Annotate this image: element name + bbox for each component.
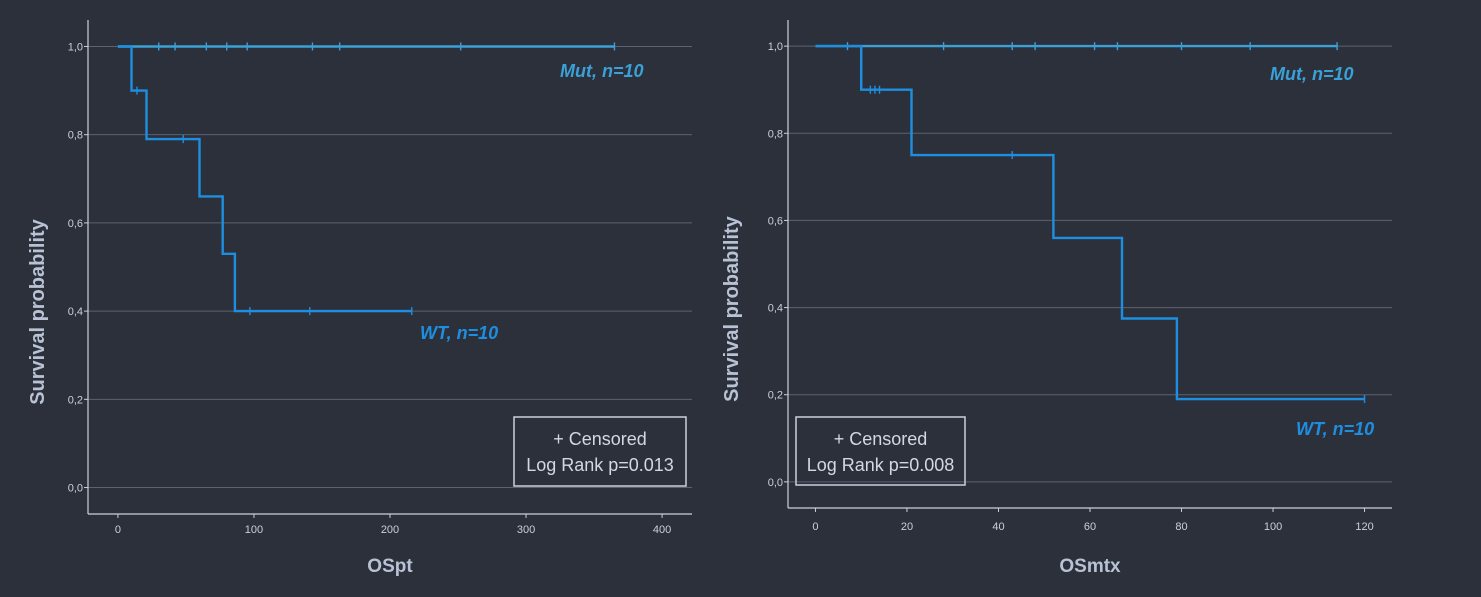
km-chart-1: 0,0 0,2 0,4 0,6 0,8 1,0 0 100 200 300 400 OSpt Survi… — [27, 20, 692, 577]
x-tick-label: 200 — [381, 524, 399, 536]
x-tick-label: 0 — [812, 521, 818, 533]
x-tick-label: 80 — [1175, 521, 1187, 533]
x-tick-label: 100 — [245, 524, 263, 536]
y-axis-label: Survival probability — [721, 215, 743, 401]
x-tick-label: 300 — [517, 524, 535, 536]
y-tick-label: 0,6 — [68, 218, 83, 230]
legend-box — [513, 416, 687, 487]
y-tick-label: 0,4 — [768, 303, 783, 315]
y-tick-label: 0,2 — [68, 394, 83, 406]
x-tick-label: 120 — [1355, 521, 1373, 533]
y-tick-label: 0,8 — [768, 128, 783, 140]
x-tick-label: 60 — [1084, 521, 1096, 533]
y-tick-label: 0,2 — [768, 390, 783, 402]
legend-censored-label: + Censored — [834, 429, 928, 449]
legend-logrank-label: Log Rank p=0.008 — [807, 455, 955, 475]
x-tick-label: 0 — [115, 524, 121, 536]
x-axis-label: OSpt — [367, 556, 413, 577]
y-tick-label: 0,8 — [68, 130, 83, 142]
y-tick-label: 0,4 — [68, 306, 83, 318]
x-tick-label: 100 — [1264, 521, 1282, 533]
x-tick-label: 20 — [901, 521, 913, 533]
km-chart-2: 0,0 0,2 0,4 0,6 0,8 1,0 0 20 40 60 80 100 120 OSmtx Su… — [721, 20, 1392, 577]
y-tick-label: 1,0 — [68, 41, 83, 53]
y-axis-label: Survival probability — [27, 218, 49, 404]
x-tick-label: 400 — [653, 524, 671, 536]
y-tick-label: 1,0 — [768, 41, 783, 53]
y-tick-label: 0,6 — [768, 215, 783, 227]
y-tick-label: 0,0 — [768, 477, 783, 489]
x-axis-label: OSmtx — [1059, 556, 1121, 577]
legend-censored-label: + Censored — [553, 429, 647, 449]
legend-box — [795, 416, 966, 486]
x-tick-label: 40 — [992, 521, 1004, 533]
wt-series-label: WT, n=10 — [420, 323, 498, 343]
mut-series-label: Mut, n=10 — [1270, 64, 1354, 84]
mut-series-label: Mut, n=10 — [560, 61, 644, 81]
legend-logrank-label: Log Rank p=0.013 — [526, 455, 674, 475]
wt-survival-curve — [815, 44, 1365, 401]
wt-survival-curve — [117, 45, 412, 313]
y-tick-label: 0,0 — [68, 483, 83, 495]
wt-series-label: WT, n=10 — [1296, 419, 1374, 439]
